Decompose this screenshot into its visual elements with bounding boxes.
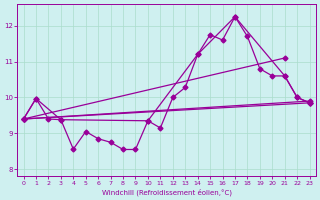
X-axis label: Windchill (Refroidissement éolien,°C): Windchill (Refroidissement éolien,°C) — [101, 188, 232, 196]
